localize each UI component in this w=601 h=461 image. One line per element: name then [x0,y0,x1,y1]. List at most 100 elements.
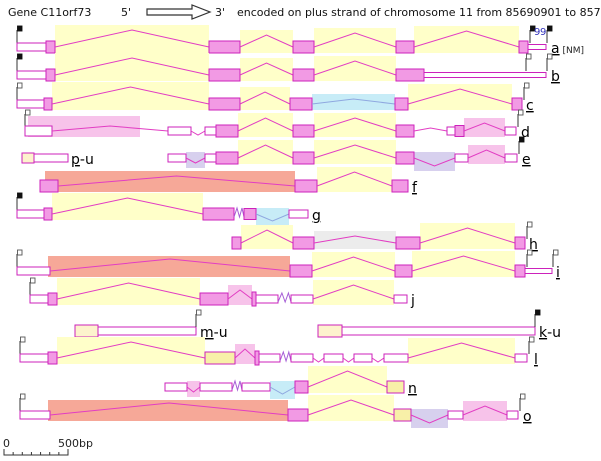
intron-line [371,357,385,363]
intron-line [313,60,397,76]
exon-box [47,351,58,365]
highlight-band [238,140,293,164]
white-flag-icon [196,309,202,316]
highlight-band [314,113,396,137]
zigzag-junction [233,206,245,219]
utr-box [16,99,45,109]
intron-line [255,213,290,222]
utr-box [255,294,279,304]
white-flag-icon [17,249,23,256]
transcript-row-l: l [19,336,538,368]
highlight-band [187,381,200,397]
intron-line [413,30,520,48]
exon-box [39,179,59,193]
utr-box [19,353,49,363]
exon-box [74,324,99,338]
highlight-band [414,26,519,53]
exon-box [394,264,413,278]
intron-line [239,34,294,48]
transcript-label-a[interactable]: a [NM] [551,41,584,57]
utr-box [33,153,69,163]
highlight-band [420,223,515,249]
highlight-band [308,395,394,421]
exon-box [292,40,315,54]
exon-box [47,292,58,306]
intron-line [185,157,206,164]
highlight-band [270,381,295,399]
intron-line [316,171,393,187]
highlight-band [256,208,289,226]
exon-box [294,380,309,394]
transcript-row-d: d [24,109,530,141]
exon-box [204,351,236,365]
transcript-label-c[interactable]: c [526,98,534,114]
transcript-label-o[interactable]: o [523,409,532,425]
transcript-row-o: o [19,393,532,428]
white-flag-icon [553,249,559,256]
highlight-band [240,30,293,53]
transcript-label-f[interactable]: f [412,180,418,196]
intron-line [51,197,204,215]
transcript-label-g[interactable]: g [312,208,321,224]
transcript-label-h[interactable]: h [529,237,538,253]
highlight-band [28,116,140,137]
exon-box [395,151,415,165]
transcript-label-n[interactable]: n [408,381,417,397]
exon-box [251,291,257,307]
header: Gene C11orf73 5' 3' encoded on plus stra… [0,0,601,24]
white-flag-icon [518,109,524,116]
highlight-band [240,87,290,110]
intron-line [190,130,206,136]
exon-box [45,40,56,54]
strand-description: encoded on plus strand of chromosome 11 … [237,6,601,19]
highlight-band [468,145,505,164]
transcript-label-l[interactable]: l [534,352,538,368]
exon-box [208,68,241,82]
highlight-band [45,171,295,192]
transcript-label-d[interactable]: d [521,125,530,141]
exon-box [395,68,425,82]
highlight-band [48,400,288,421]
exon-box [292,68,315,82]
utr-box [288,209,309,219]
utr-box [524,268,553,274]
highlight-band [314,231,396,249]
transcript-label-j[interactable]: j [410,293,415,309]
exon-box [394,97,409,111]
direction-arrow-icon [146,4,212,20]
intron-line [313,32,397,48]
exon-box [202,207,235,221]
scale-span-label: 500bp [58,437,93,450]
transcript-row-f: f [39,167,418,196]
highlight-band [52,82,209,110]
intron-line [413,157,456,167]
utr-box [290,353,314,363]
transcript-label-e[interactable]: e [522,152,531,168]
intron-line [313,235,397,244]
highlight-band [238,113,293,137]
exon-box [292,124,315,138]
transcript-row-p-u: p-u [21,152,94,168]
highlight-band [464,118,505,137]
utr-box [29,294,49,304]
transcript-label-p-u[interactable]: p-u [71,152,94,168]
utr-box [527,44,547,50]
exon-box [43,207,53,221]
exon-box [391,179,409,193]
transcript-row-h: h [231,221,538,253]
utr-box [24,125,53,137]
transcript-label-i[interactable]: i [556,265,560,281]
exon-box [215,151,239,165]
highlight-band [235,344,255,364]
intron-line [307,399,395,416]
transcript-label-k-u[interactable]: k-u [539,325,561,341]
exon-box [254,350,260,366]
white-flag-icon [529,336,535,343]
transcript-label-b[interactable]: b [551,69,560,85]
black-flag-icon [17,192,23,199]
highlight-band [313,280,394,305]
exon-box [43,97,53,111]
utr-box [204,153,217,163]
highlight-band [408,84,512,110]
